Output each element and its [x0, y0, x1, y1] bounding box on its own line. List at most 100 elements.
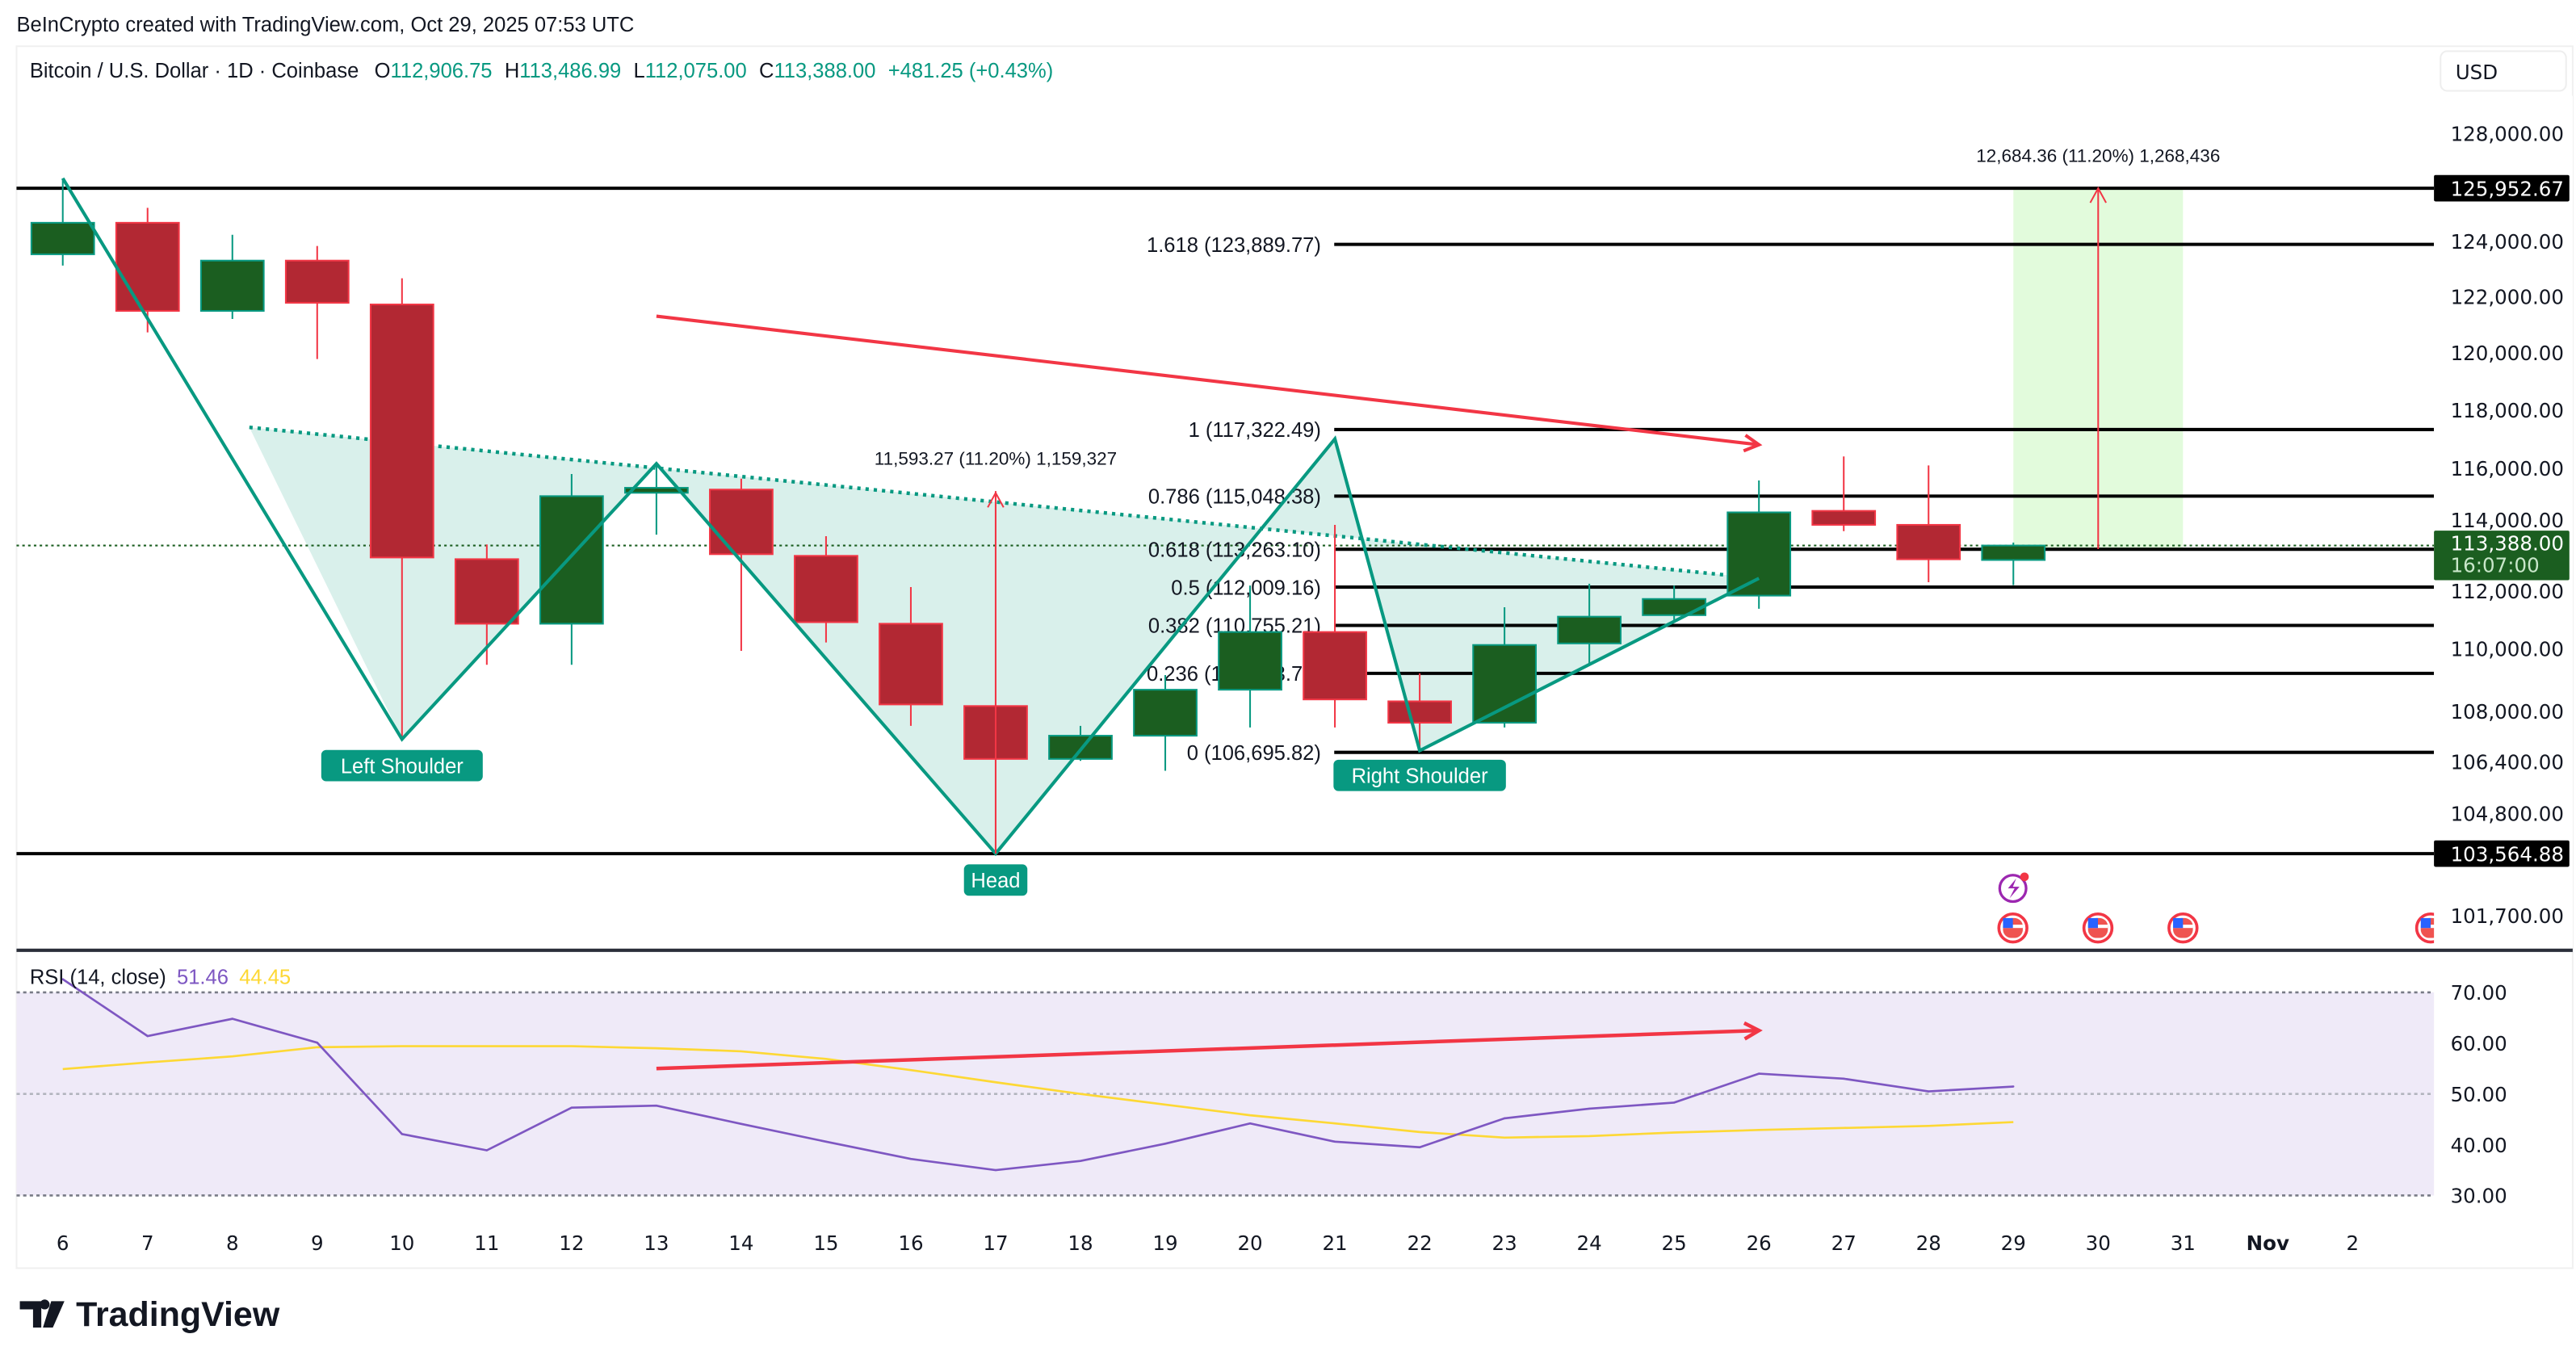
date-tick-label: 30: [2086, 1231, 2111, 1255]
candle-body: [1642, 598, 1707, 616]
rsi-ma-value: 44.45: [239, 967, 291, 989]
candle-body: [1387, 700, 1452, 724]
date-tick-label: 7: [141, 1231, 154, 1255]
close-label: C: [759, 60, 774, 82]
tradingview-logo: TradingView: [19, 1295, 280, 1334]
date-tick-label: 6: [57, 1231, 69, 1255]
date-tick-label: 21: [1322, 1231, 1347, 1255]
us-flag-icon[interactable]: [2082, 912, 2114, 944]
candle-24[interactable]: [1557, 583, 1622, 665]
candle-22[interactable]: [1387, 673, 1452, 751]
price-tick-label: 124,000.00: [2451, 230, 2564, 254]
price-tick-label: 112,000.00: [2451, 580, 2564, 603]
candle-27[interactable]: [1811, 456, 1877, 531]
candle-29[interactable]: [1981, 542, 2046, 585]
head-measure-label: 11,593.27 (11.20%) 1,159,327: [875, 449, 1117, 469]
tradingview-logo-icon: [19, 1299, 65, 1328]
candle-26[interactable]: [1726, 480, 1792, 609]
candle-body: [879, 623, 943, 706]
candle-body: [1811, 510, 1877, 526]
candle-13[interactable]: [624, 464, 689, 535]
close-value: 113,388.00: [774, 60, 875, 82]
head-measure-arrow[interactable]: [987, 491, 1005, 854]
candle-14[interactable]: [709, 478, 774, 651]
price-tick-label: 104,800.00: [2451, 802, 2564, 825]
head-label-text: Head: [971, 870, 1020, 892]
flag-canton: [2087, 917, 2098, 929]
candle-body: [30, 221, 95, 255]
candle-6[interactable]: [30, 178, 95, 266]
candle-11[interactable]: [454, 544, 519, 665]
rsi-point: [824, 1140, 828, 1143]
rsi-point: [2012, 1085, 2015, 1088]
lightning-bolt: [2008, 878, 2020, 899]
rsi-ma-line[interactable]: [62, 1045, 2014, 1139]
candle-16[interactable]: [879, 587, 943, 726]
price-axis[interactable]: 128,000.00 124,000.00 122,000.00 120,000.00…: [2434, 95, 2573, 948]
date-tick-label: 27: [1831, 1231, 1856, 1255]
price-tick-label: 108,000.00: [2451, 700, 2564, 724]
symbol-name: Bitcoin / U.S. Dollar · 1D · Coinbase: [30, 60, 359, 82]
date-tick-label: 10: [389, 1231, 414, 1255]
candle-20[interactable]: [1218, 585, 1282, 728]
rsi-line[interactable]: [61, 978, 2014, 1172]
price-tick-label: 128,000.00: [2451, 122, 2564, 145]
us-flag-icon[interactable]: [2167, 912, 2199, 944]
candle-19[interactable]: [1133, 674, 1198, 771]
rsi-legend: RSI (14, close) 51.46 44.45: [30, 967, 291, 989]
candle-18[interactable]: [1048, 725, 1113, 761]
rsi-trend-arrow[interactable]: [656, 1021, 1763, 1071]
rsi-tick-label: 60.00: [2451, 1032, 2507, 1055]
candle-21[interactable]: [1303, 524, 1367, 728]
rsi-pane[interactable]: 70.00 60.00 50.00 40.00 30.00 6 7 8 9 10 11 12 13 14 1…: [16, 978, 2507, 1255]
candle-8[interactable]: [199, 234, 265, 320]
level-price-tag: [2434, 840, 2570, 867]
date-tick-label: 19: [1152, 1231, 1177, 1255]
rsi-tick-label: 40.00: [2451, 1134, 2507, 1157]
rsi-point: [1164, 1143, 1167, 1145]
candle-body: [1981, 544, 2046, 561]
date-tick-label: 13: [644, 1231, 669, 1255]
candle-23[interactable]: [1472, 606, 1537, 728]
level-price-tag: [2434, 174, 2570, 202]
flag-canton: [2003, 917, 2013, 929]
rsi-point: [1418, 1146, 1421, 1148]
current-price-tag: [2434, 531, 2570, 581]
lightning-ring: [1998, 874, 2028, 904]
price-trend-arrow[interactable]: [656, 314, 1763, 453]
lightning-sparkle-icon[interactable]: [1998, 872, 2029, 904]
candle-body: [454, 558, 519, 625]
fib-level-label: 0.618 (113,263.10): [1148, 539, 1321, 561]
candle-9[interactable]: [284, 245, 350, 359]
date-tick-label: 31: [2171, 1231, 2196, 1255]
price-trend-arrow-shaft: [656, 314, 1760, 447]
rsi-point: [1757, 1072, 1760, 1075]
fib-level-label: 0.5 (112,009.16): [1171, 577, 1321, 599]
change-value: +481.25 (+0.43%): [888, 60, 1054, 82]
open-label: O: [375, 60, 391, 82]
rsi-point: [61, 978, 64, 980]
neckline[interactable]: [249, 425, 1760, 581]
candle-12[interactable]: [539, 473, 604, 665]
us-flag-icon[interactable]: [1997, 912, 2028, 944]
rsi-point: [1503, 1117, 1506, 1120]
candle-15[interactable]: [794, 536, 858, 643]
rsi-point: [485, 1149, 489, 1152]
currency-button[interactable]: USD: [2440, 50, 2567, 92]
date-tick-label: 9: [311, 1231, 324, 1255]
left-shoulder-label: Left Shoulder: [321, 749, 483, 782]
bar-countdown-label: 16:07:00: [2451, 553, 2540, 577]
rsi-tick-label: 70.00: [2451, 981, 2507, 1005]
candle-10[interactable]: [369, 278, 434, 740]
price-pane[interactable]: 1.618 (123,889.77)1 (117,322.49)0.786 (1…: [16, 145, 2447, 944]
target-measure-arrow[interactable]: [2089, 186, 2107, 550]
candle-7[interactable]: [115, 208, 180, 333]
candle-body: [284, 259, 350, 304]
rsi-value: 51.46: [177, 967, 229, 989]
candle-28[interactable]: [1896, 465, 1961, 583]
price-tick-label: 106,400.00: [2451, 751, 2564, 774]
date-tick-label: 2: [2347, 1231, 2360, 1255]
candle-body: [369, 304, 434, 559]
rsi-tick-label: 30.00: [2451, 1185, 2507, 1208]
